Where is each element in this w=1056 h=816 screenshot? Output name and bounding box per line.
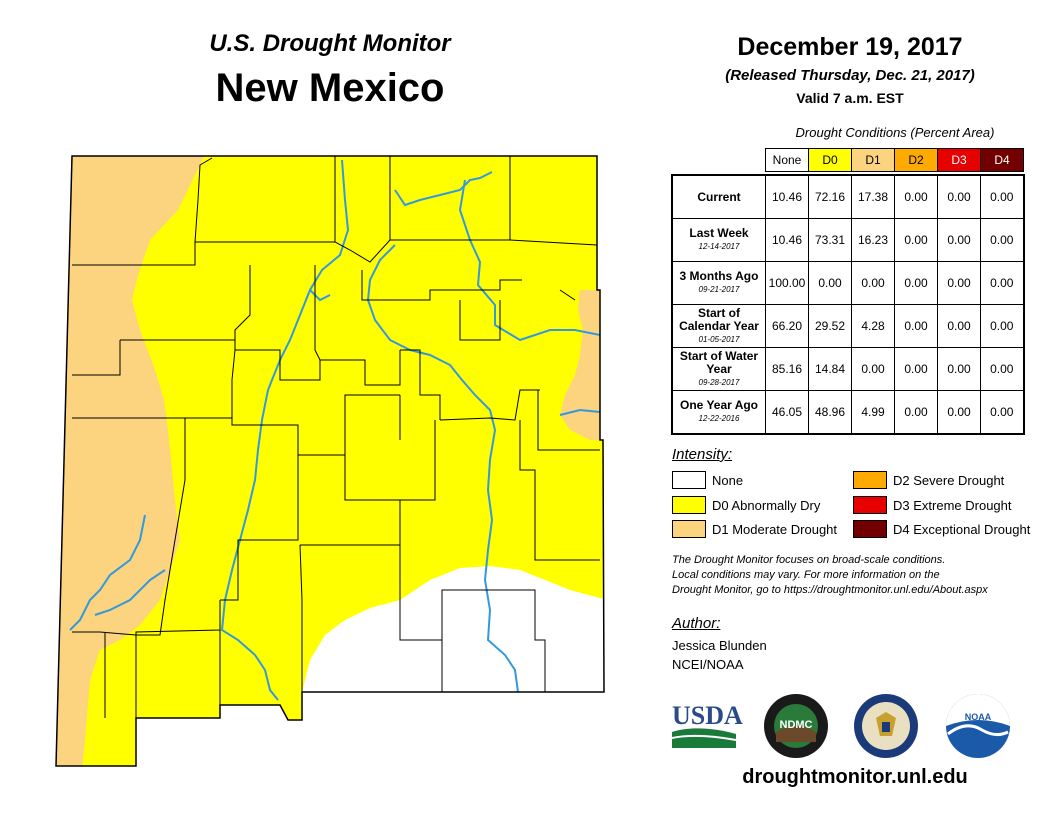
cell-value: 66.20 (765, 304, 809, 348)
legend-item-d1: D1 Moderate Drought (672, 520, 837, 538)
cell-value: 29.52 (808, 304, 852, 348)
cell-value: 0.00 (980, 347, 1025, 391)
cell-value: 10.46 (765, 218, 809, 262)
usda-logo: USDA (671, 701, 743, 748)
row-label: One Year Ago 12-22-2016 (671, 390, 766, 435)
cell-value: 0.00 (937, 347, 981, 391)
map-title: New Mexico (215, 66, 445, 110)
header-none: None (765, 148, 809, 172)
ndmc-logo: NDMC (764, 694, 828, 758)
legend-item-none: None (672, 471, 743, 489)
cell-value: 0.00 (937, 174, 981, 219)
cell-value: 73.31 (808, 218, 852, 262)
author-info: Jessica Blunden NCEI/NOAA (672, 636, 767, 674)
cell-value: 0.00 (980, 304, 1025, 348)
legend-item-d0: D0 Abnormally Dry (672, 496, 820, 514)
legend-heading: Intensity: (672, 446, 733, 463)
legend-item-d2: D2 Severe Drought (853, 471, 1004, 489)
cell-value: 17.38 (851, 174, 895, 219)
table-row: Start of Calendar Year 01-05-2017 66.20 2… (671, 304, 1025, 348)
state-outline (55, 155, 605, 767)
svg-text:USDA: USDA (672, 701, 743, 730)
table-row: 3 Months Ago 09-21-2017 100.00 0.00 0.00 … (671, 261, 1025, 305)
cell-value: 0.00 (937, 390, 981, 435)
noaa-logo: NOAA (946, 694, 1010, 758)
header-d3: D3 (937, 148, 981, 172)
cell-value: 0.00 (894, 390, 938, 435)
legend-swatch (672, 496, 706, 514)
cell-value: 0.00 (851, 261, 895, 305)
table-row: One Year Ago 12-22-2016 46.05 48.96 4.99 … (671, 390, 1025, 435)
disclaimer-note: The Drought Monitor focuses on broad-sca… (672, 554, 988, 596)
header-d2: D2 (894, 148, 938, 172)
table-row: Current 10.46 72.16 17.38 0.00 0.00 0.00 (671, 174, 1025, 219)
none-region (302, 566, 604, 700)
d1-region-west (56, 156, 212, 766)
svg-text:NOAA: NOAA (965, 712, 992, 722)
cell-value: 0.00 (894, 304, 938, 348)
commerce-seal (854, 694, 918, 758)
map-subtitle: U.S. Drought Monitor (209, 30, 451, 57)
cell-value: 0.00 (980, 261, 1025, 305)
row-label: 3 Months Ago 09-21-2017 (671, 261, 766, 305)
cell-value: 0.00 (851, 347, 895, 391)
legend-item-d3: D3 Extreme Drought (853, 496, 1012, 514)
legend-swatch (853, 496, 887, 514)
header-d4: D4 (980, 148, 1024, 172)
cell-value: 0.00 (937, 261, 981, 305)
release-date: (Released Thursday, Dec. 21, 2017) (725, 67, 975, 84)
cell-value: 0.00 (937, 218, 981, 262)
cell-value: 0.00 (894, 347, 938, 391)
cell-value: 4.99 (851, 390, 895, 435)
author-name: Jessica Blunden (672, 638, 767, 653)
rivers (69, 159, 601, 701)
valid-time: Valid 7 a.m. EST (796, 90, 904, 106)
cell-value: 85.16 (765, 347, 809, 391)
cell-value: 0.00 (894, 218, 938, 262)
header-blank (672, 149, 766, 172)
cell-value: 4.28 (851, 304, 895, 348)
cell-value: 16.23 (851, 218, 895, 262)
cell-value: 46.05 (765, 390, 809, 435)
legend-swatch (672, 471, 706, 489)
legend-swatch (672, 520, 706, 538)
row-label: Start of Water Year 09-28-2017 (671, 347, 766, 391)
cell-value: 100.00 (765, 261, 809, 305)
row-label: Start of Calendar Year 01-05-2017 (671, 304, 766, 348)
cell-value: 0.00 (980, 174, 1025, 219)
cell-value: 0.00 (980, 218, 1025, 262)
conditions-table: None D0 D1 D2 D3 D4 Current 10.46 72.16 … (671, 148, 1025, 435)
svg-text:NDMC: NDMC (780, 719, 813, 731)
cell-value: 48.96 (808, 390, 852, 435)
header-d1: D1 (851, 148, 895, 172)
legend-swatch (853, 471, 887, 489)
header-d0: D0 (808, 148, 852, 172)
cell-value: 0.00 (980, 390, 1025, 435)
partner-logos: USDA NDMC NOAA (671, 694, 1010, 758)
cell-value: 14.84 (808, 347, 852, 391)
table-row: Start of Water Year 09-28-2017 85.16 14.8… (671, 347, 1025, 391)
d1-region-east (560, 290, 604, 440)
table-title: Drought Conditions (Percent Area) (795, 125, 995, 140)
author-org: NCEI/NOAA (672, 657, 744, 672)
legend-item-d4: D4 Exceptional Drought (853, 520, 1030, 538)
cell-value: 0.00 (894, 174, 938, 219)
table-row: Last Week 12-14-2017 10.46 73.31 16.23 0.… (671, 218, 1025, 262)
legend-swatch (853, 520, 887, 538)
cell-value: 72.16 (808, 174, 852, 219)
cell-value: 0.00 (894, 261, 938, 305)
cell-value: 0.00 (937, 304, 981, 348)
website-url[interactable]: droughtmonitor.unl.edu (742, 766, 968, 788)
county-boundaries (72, 156, 600, 718)
cell-value: 10.46 (765, 174, 809, 219)
row-label: Current (671, 174, 766, 219)
cell-value: 0.00 (808, 261, 852, 305)
author-heading: Author: (672, 615, 721, 632)
row-label: Last Week 12-14-2017 (671, 218, 766, 262)
state-map (55, 155, 605, 767)
valid-date: December 19, 2017 (737, 33, 963, 61)
